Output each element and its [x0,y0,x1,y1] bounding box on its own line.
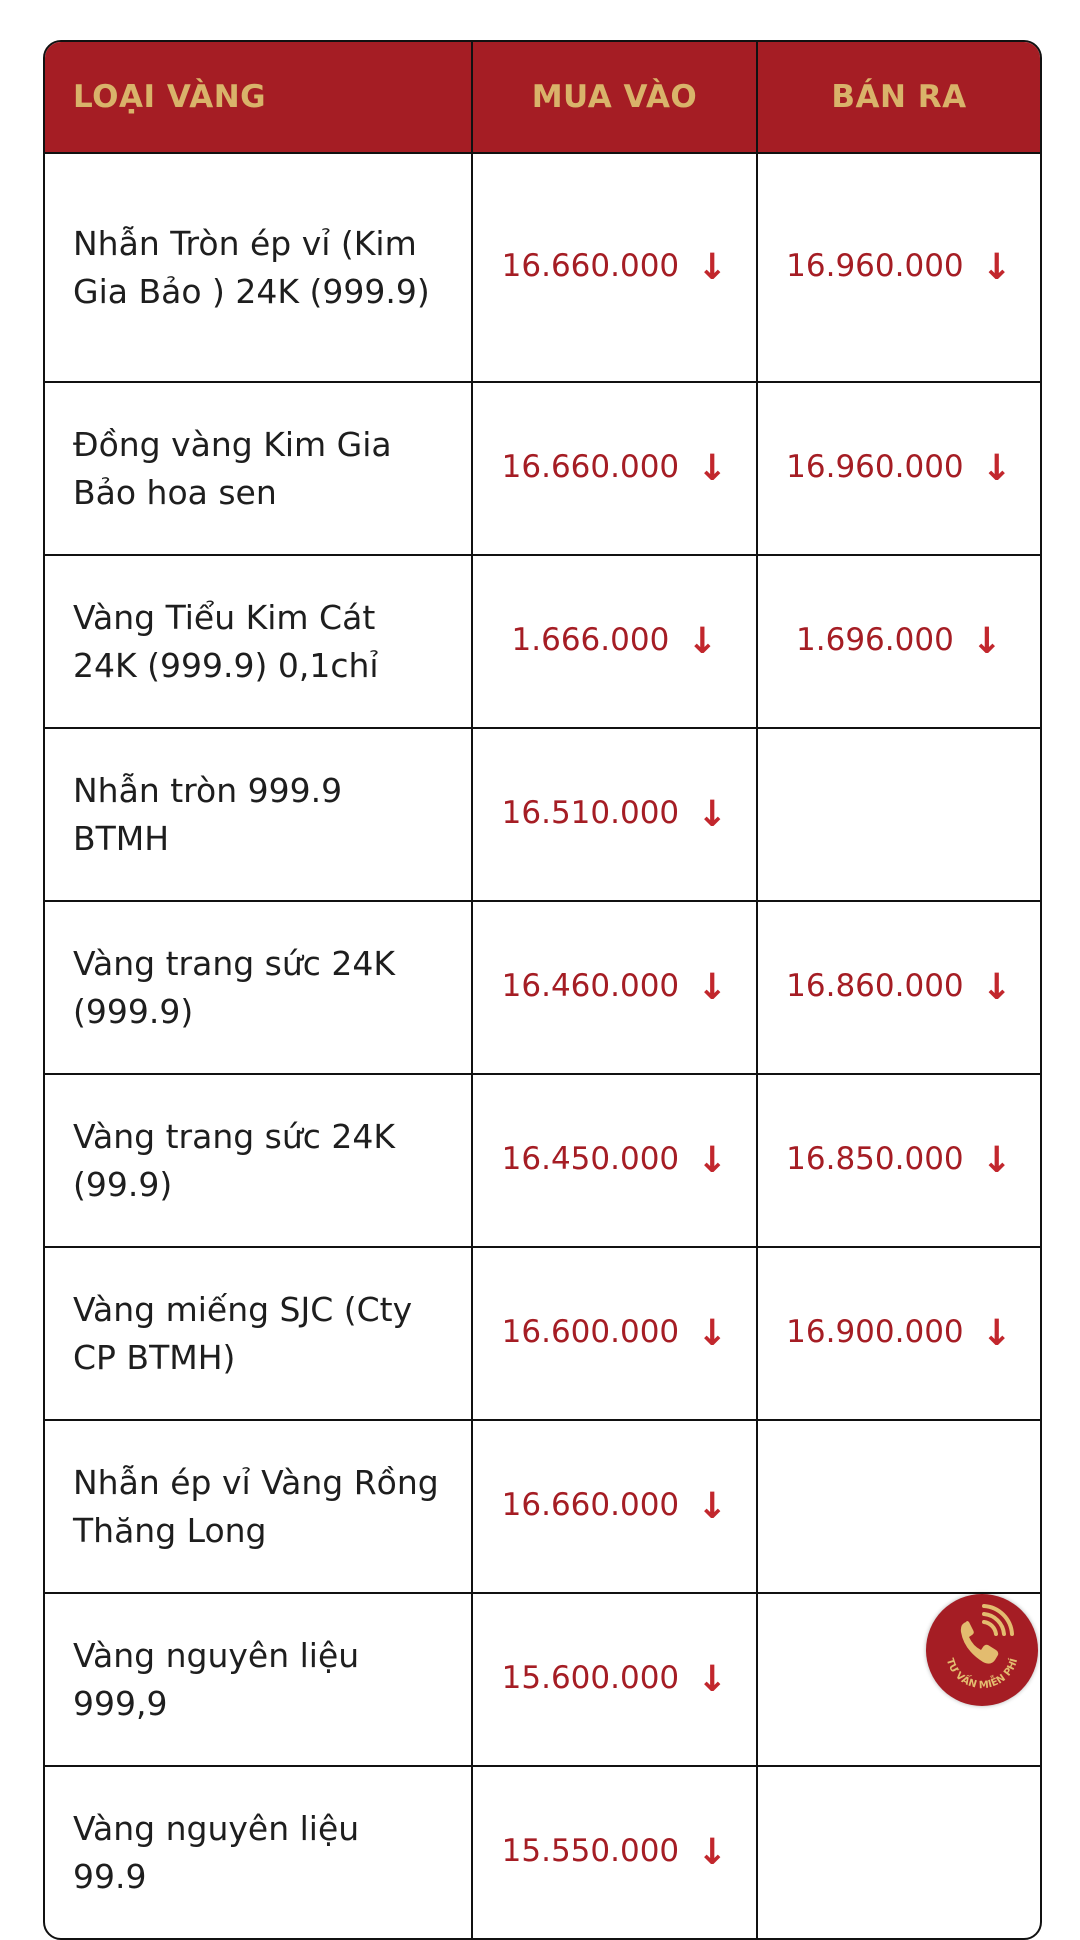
table-row: Vàng nguyên liệu 99.9 15.550.000 ↓ [45,1766,1040,1938]
arrow-down-icon: ↓ [697,448,728,489]
table-row: Nhẫn Tròn ép vỉ (Kim Gia Bảo ) 24K (999.… [45,153,1040,383]
buy-price-value: 16.460.000 [501,968,680,1004]
buy-price-value: 16.660.000 [501,449,680,485]
phone-icon: TƯ VẤN MIỄN PHÍ [944,1604,1020,1692]
header-buy: MUA VÀO [472,42,758,154]
arrow-down-icon: ↓ [697,1140,728,1181]
sell-price-cell: 1.696.000 ↓ [757,555,1040,729]
table-row: Vàng Tiểu Kim Cát 24K (999.9) 0,1chỉ 1.66… [45,555,1040,729]
buy-price-cell: 16.510.000 ↓ [472,728,758,902]
header-sell: BÁN RA [757,42,1040,154]
buy-price-value: 16.510.000 [501,795,680,831]
free-consult-call-button[interactable]: TƯ VẤN MIỄN PHÍ [926,1594,1038,1706]
arrow-down-icon: ↓ [697,1313,728,1354]
buy-price-value: 16.660.000 [501,248,680,284]
table-row: Đồng vàng Kim Gia Bảo hoa sen 16.660.000 ↓… [45,382,1040,556]
table-row: Vàng trang sức 24K (99.9) 16.450.000 ↓ 16.8… [45,1074,1040,1248]
header-gold-type: LOẠI VÀNG [45,42,473,154]
arrow-down-icon: ↓ [687,621,718,662]
sell-price-cell: 16.860.000 ↓ [757,901,1040,1075]
arrow-down-icon: ↓ [981,1313,1012,1354]
sell-price-value: 16.960.000 [786,248,964,284]
buy-price-cell: 16.600.000 ↓ [472,1247,758,1421]
buy-price-cell: 16.660.000 ↓ [472,382,758,556]
sell-price-value: 16.960.000 [786,449,964,485]
arrow-down-icon: ↓ [697,794,728,835]
gold-type-cell: Vàng Tiểu Kim Cát 24K (999.9) 0,1chỉ [45,555,473,729]
arrow-down-icon: ↓ [981,1140,1012,1181]
buy-price-cell: 16.660.000 ↓ [472,1420,758,1594]
arrow-down-icon: ↓ [981,967,1012,1008]
buy-price-cell: 16.460.000 ↓ [472,901,758,1075]
arrow-down-icon: ↓ [697,1659,728,1700]
gold-type-cell: Nhẫn Tròn ép vỉ (Kim Gia Bảo ) 24K (999.… [45,153,473,383]
arrow-down-icon: ↓ [697,247,728,288]
buy-price-value: 15.600.000 [501,1660,680,1696]
gold-price-table: LOẠI VÀNG MUA VÀO BÁN RA Nhẫn Tròn ép vỉ… [43,40,1042,1940]
arrow-down-icon: ↓ [971,621,1002,662]
sell-price-cell [757,728,1040,902]
sell-price-value: 1.696.000 [796,622,954,658]
table-row: Vàng trang sức 24K (999.9) 16.460.000 ↓ 16.… [45,901,1040,1075]
arrow-down-icon: ↓ [697,1832,728,1873]
sell-price-value: 16.900.000 [786,1314,964,1350]
buy-price-cell: 16.450.000 ↓ [472,1074,758,1248]
gold-type-cell: Nhẫn ép vỉ Vàng Rồng Thăng Long [45,1420,473,1594]
sell-price-cell: 16.850.000 ↓ [757,1074,1040,1248]
arrow-down-icon: ↓ [697,967,728,1008]
buy-price-cell: 15.550.000 ↓ [472,1766,758,1938]
sell-price-value: 16.850.000 [786,1141,964,1177]
sell-price-cell [757,1766,1040,1938]
sell-price-cell [757,1420,1040,1594]
table-row: Nhẫn tròn 999.9 BTMH 16.510.000 ↓ [45,728,1040,902]
gold-type-cell: Vàng trang sức 24K (99.9) [45,1074,473,1248]
buy-price-cell: 15.600.000 ↓ [472,1593,758,1767]
buy-price-value: 1.666.000 [511,622,670,658]
gold-type-cell: Vàng miếng SJC (Cty CP BTMH) [45,1247,473,1421]
gold-type-cell: Vàng nguyên liệu 99.9 [45,1766,473,1938]
buy-price-value: 15.550.000 [501,1833,680,1869]
gold-type-cell: Nhẫn tròn 999.9 BTMH [45,728,473,902]
table-row: Vàng miếng SJC (Cty CP BTMH) 16.600.000 ↓ 1… [45,1247,1040,1421]
table-row: Nhẫn ép vỉ Vàng Rồng Thăng Long 16.660.00… [45,1420,1040,1594]
arrow-down-icon: ↓ [697,1486,728,1527]
buy-price-value: 16.600.000 [501,1314,680,1350]
table-header: LOẠI VÀNG MUA VÀO BÁN RA [45,42,1040,154]
gold-type-cell: Vàng trang sức 24K (999.9) [45,901,473,1075]
buy-price-cell: 1.666.000 ↓ [472,555,758,729]
gold-type-cell: Đồng vàng Kim Gia Bảo hoa sen [45,382,473,556]
arrow-down-icon: ↓ [981,448,1012,489]
gold-type-cell: Vàng nguyên liệu 999,9 [45,1593,473,1767]
arrow-down-icon: ↓ [981,247,1012,288]
buy-price-value: 16.660.000 [501,1487,680,1523]
sell-price-cell: 16.900.000 ↓ [757,1247,1040,1421]
sell-price-value: 16.860.000 [786,968,964,1004]
table-row: Vàng nguyên liệu 999,9 15.600.000 ↓ [45,1593,1040,1767]
buy-price-cell: 16.660.000 ↓ [472,153,758,383]
sell-price-cell: 16.960.000 ↓ [757,153,1040,383]
buy-price-value: 16.450.000 [501,1141,680,1177]
sell-price-cell: 16.960.000 ↓ [757,382,1040,556]
svg-text:TƯ VẤN MIỄN PHÍ: TƯ VẤN MIỄN PHÍ [944,1657,1020,1692]
